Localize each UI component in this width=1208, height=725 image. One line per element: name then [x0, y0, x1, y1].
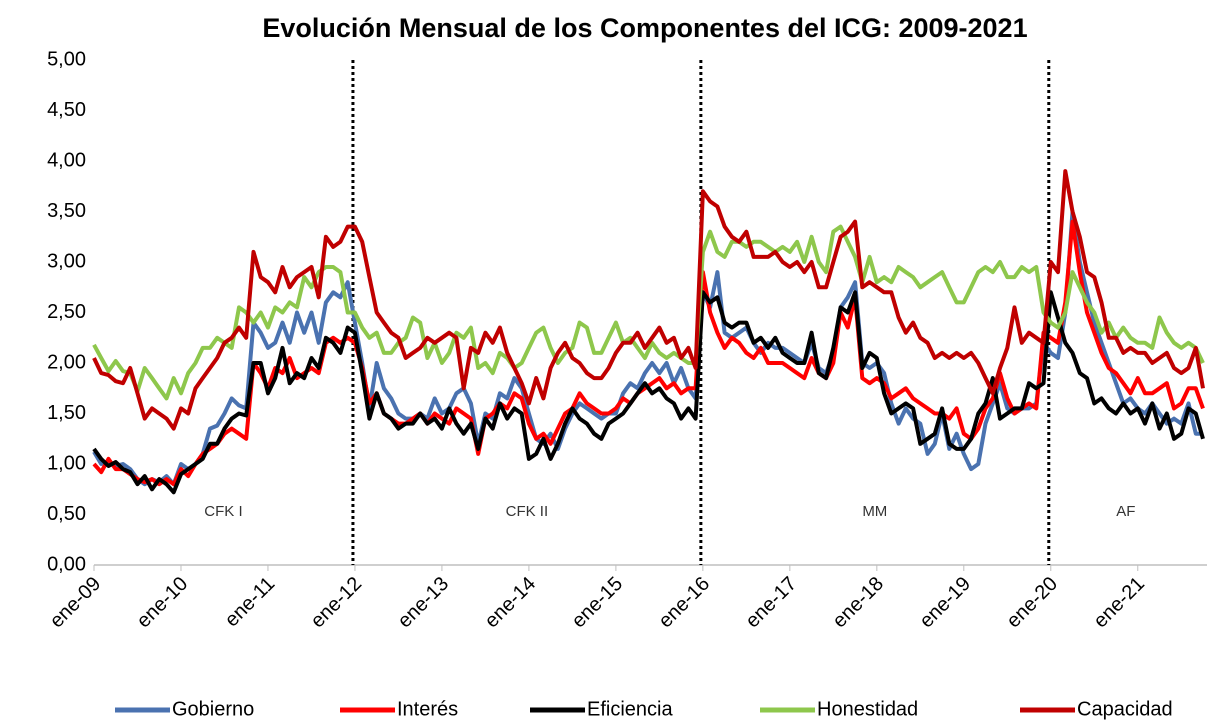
x-tick-label: ene-15 — [568, 573, 628, 633]
y-tick-label: 2,00 — [47, 351, 86, 373]
series-line — [92, 169, 1205, 431]
period-label: CFK I — [204, 503, 242, 520]
x-tick-label: ene-11 — [221, 573, 280, 632]
legend-label: Gobierno — [172, 698, 254, 720]
period-label: MM — [862, 503, 887, 520]
y-tick-label: 0,50 — [47, 503, 86, 525]
x-tick-label: ene-17 — [742, 573, 802, 633]
x-tick-label: ene-19 — [915, 573, 975, 633]
x-tick-label: ene-14 — [481, 573, 541, 633]
x-tick-label: ene-09 — [46, 573, 106, 633]
x-tick-label: ene-12 — [307, 573, 367, 633]
y-tick-label: 1,50 — [47, 402, 86, 424]
legend-label: Capacidad — [1077, 698, 1173, 720]
x-tick-label: ene-13 — [394, 573, 454, 633]
y-tick-label: 4,00 — [47, 149, 86, 171]
series-line — [92, 290, 1205, 495]
y-tick-label: 0,00 — [47, 553, 86, 575]
x-tick-label: ene-20 — [1002, 573, 1062, 633]
y-tick-label: 5,00 — [47, 48, 86, 70]
series-line — [92, 224, 1205, 401]
y-tick-label: 4,50 — [47, 99, 86, 121]
legend-label: Eficiencia — [587, 698, 673, 720]
y-tick-label: 3,50 — [47, 200, 86, 222]
period-label: CFK II — [506, 503, 549, 520]
legend-label: Interés — [397, 698, 458, 720]
y-tick-label: 3,00 — [47, 250, 86, 272]
period-label: AF — [1116, 503, 1135, 520]
x-tick-label: ene-10 — [133, 573, 193, 633]
y-tick-label: 2,50 — [47, 301, 86, 323]
x-tick-label: ene-18 — [828, 573, 888, 633]
legend-label: Honestidad — [817, 698, 918, 720]
x-tick-label: ene-16 — [655, 573, 715, 633]
chart-title: Evolución Mensual de los Componentes del… — [262, 13, 1027, 43]
x-tick-label: ene-21 — [1089, 573, 1149, 633]
y-tick-label: 1,00 — [47, 452, 86, 474]
